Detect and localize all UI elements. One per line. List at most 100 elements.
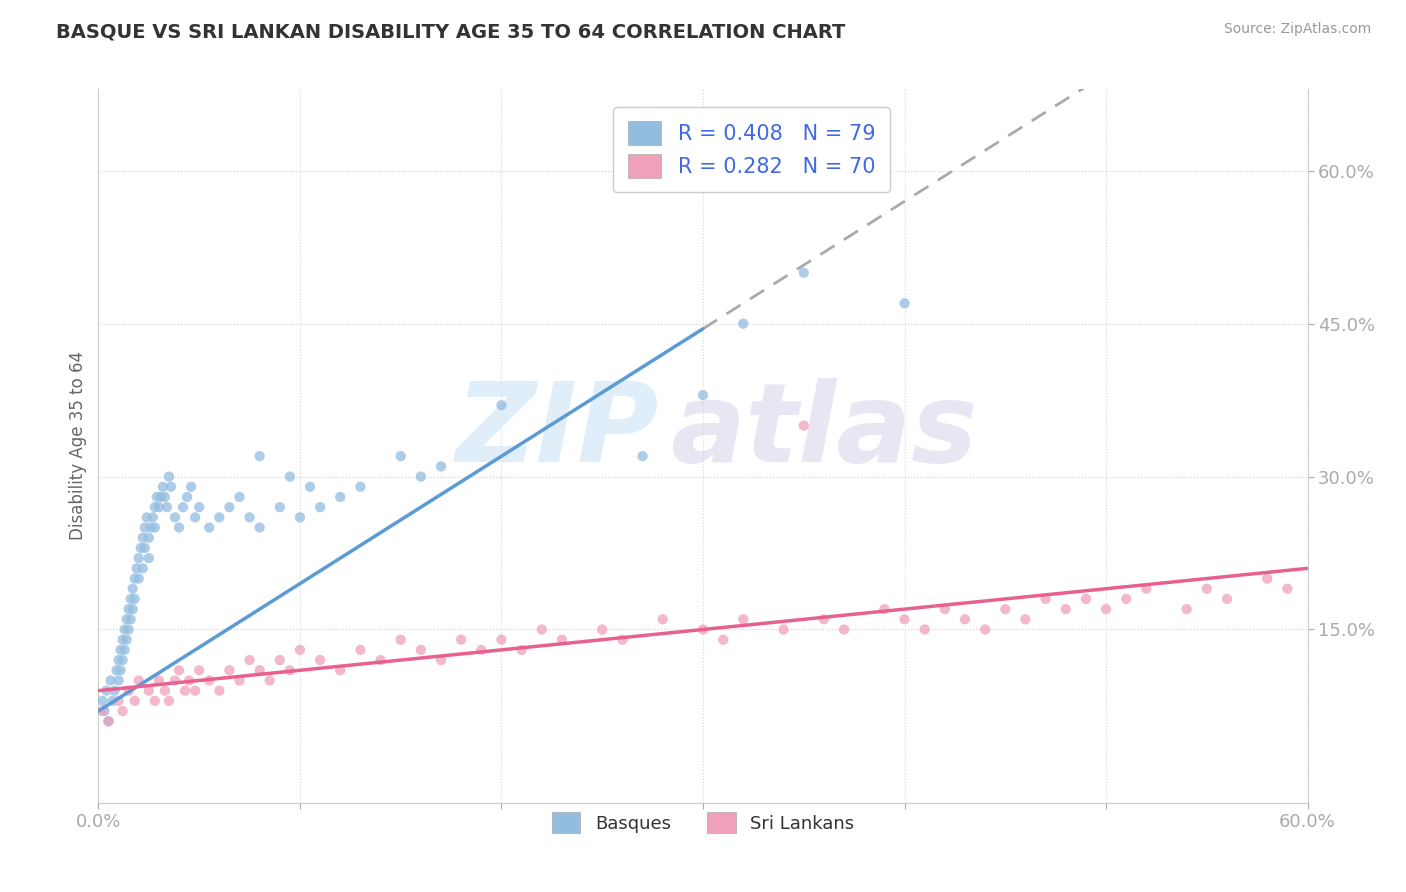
- Point: [153, 683, 176, 698]
- Point: [167, 663, 190, 677]
- Point: [1035, 591, 1057, 606]
- Point: [120, 591, 142, 606]
- Point: [134, 520, 156, 534]
- Point: [349, 480, 371, 494]
- Point: [1195, 582, 1218, 596]
- Point: [510, 643, 533, 657]
- Point: [134, 541, 156, 555]
- Point: [118, 623, 141, 637]
- Point: [491, 398, 513, 412]
- Point: [124, 591, 146, 606]
- Point: [450, 632, 472, 647]
- Point: [124, 572, 146, 586]
- Point: [149, 490, 172, 504]
- Point: [174, 683, 197, 698]
- Point: [93, 704, 115, 718]
- Point: [107, 694, 129, 708]
- Point: [278, 663, 301, 677]
- Point: [994, 602, 1017, 616]
- Text: BASQUE VS SRI LANKAN DISABILITY AGE 35 TO 64 CORRELATION CHART: BASQUE VS SRI LANKAN DISABILITY AGE 35 T…: [56, 22, 845, 41]
- Point: [914, 623, 936, 637]
- Point: [249, 449, 271, 463]
- Point: [793, 266, 815, 280]
- Point: [172, 500, 194, 515]
- Point: [118, 602, 141, 616]
- Point: [118, 683, 141, 698]
- Point: [135, 510, 157, 524]
- Point: [138, 683, 160, 698]
- Point: [97, 714, 120, 729]
- Point: [148, 500, 170, 515]
- Point: [120, 612, 142, 626]
- Point: [1216, 591, 1239, 606]
- Point: [148, 673, 170, 688]
- Point: [139, 520, 162, 534]
- Point: [132, 531, 155, 545]
- Point: [124, 694, 146, 708]
- Point: [157, 469, 180, 483]
- Point: [530, 623, 553, 637]
- Point: [409, 469, 432, 483]
- Point: [101, 694, 124, 708]
- Point: [143, 500, 166, 515]
- Point: [163, 510, 186, 524]
- Point: [111, 653, 134, 667]
- Point: [772, 623, 794, 637]
- Point: [430, 459, 453, 474]
- Point: [143, 694, 166, 708]
- Point: [651, 612, 673, 626]
- Point: [188, 663, 211, 677]
- Point: [288, 510, 311, 524]
- Point: [188, 500, 211, 515]
- Point: [160, 480, 183, 494]
- Point: [1115, 591, 1137, 606]
- Point: [198, 520, 221, 534]
- Point: [184, 510, 207, 524]
- Point: [409, 643, 432, 657]
- Point: [111, 632, 134, 647]
- Point: [309, 500, 332, 515]
- Point: [470, 643, 492, 657]
- Point: [893, 296, 915, 310]
- Point: [143, 520, 166, 534]
- Point: [733, 612, 755, 626]
- Point: [218, 500, 240, 515]
- Point: [96, 683, 118, 698]
- Point: [249, 663, 271, 677]
- Point: [329, 663, 352, 677]
- Point: [239, 510, 262, 524]
- Point: [269, 653, 291, 667]
- Point: [179, 673, 201, 688]
- Point: [631, 449, 654, 463]
- Point: [107, 653, 129, 667]
- Point: [692, 388, 714, 402]
- Point: [198, 673, 221, 688]
- Point: [934, 602, 956, 616]
- Point: [218, 663, 240, 677]
- Point: [692, 623, 714, 637]
- Point: [103, 683, 125, 698]
- Point: [157, 694, 180, 708]
- Point: [176, 490, 198, 504]
- Point: [259, 673, 281, 688]
- Point: [100, 673, 122, 688]
- Point: [228, 673, 250, 688]
- Point: [813, 612, 835, 626]
- Point: [1256, 572, 1278, 586]
- Point: [278, 469, 301, 483]
- Point: [114, 623, 136, 637]
- Legend: Basques, Sri Lankans: Basques, Sri Lankans: [544, 805, 862, 840]
- Point: [389, 632, 412, 647]
- Point: [107, 673, 129, 688]
- Text: atlas: atlas: [671, 378, 977, 485]
- Point: [239, 653, 262, 667]
- Point: [105, 663, 128, 677]
- Point: [91, 694, 114, 708]
- Point: [114, 643, 136, 657]
- Point: [138, 551, 160, 566]
- Point: [370, 653, 392, 667]
- Point: [430, 653, 453, 667]
- Point: [793, 418, 815, 433]
- Point: [329, 490, 352, 504]
- Point: [110, 663, 132, 677]
